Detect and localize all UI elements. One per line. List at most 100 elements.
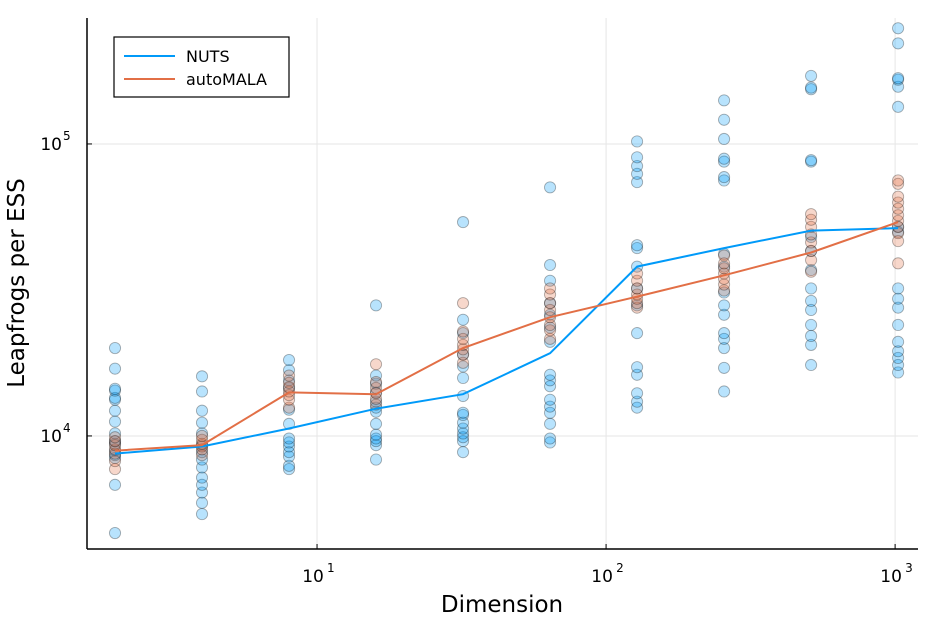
automala-point: [805, 254, 818, 267]
nuts-point: [544, 417, 557, 430]
automala-line: [114, 221, 899, 452]
automala-point: [805, 208, 818, 221]
axes: [86, 18, 918, 550]
nuts-point: [369, 395, 383, 408]
automala-point: [892, 190, 905, 203]
nuts-point: [805, 282, 818, 295]
nuts-point: [369, 439, 383, 452]
automala-point: [456, 325, 470, 338]
nuts-point: [544, 321, 557, 334]
nuts-point: [369, 417, 383, 430]
x-axis-label: Dimension: [441, 592, 563, 618]
nuts-point: [282, 353, 296, 367]
nuts-point: [108, 449, 122, 462]
automala-point: [282, 401, 296, 414]
automala-point: [544, 288, 557, 301]
automala-point: [282, 393, 296, 406]
nuts-point: [892, 282, 905, 295]
nuts-point: [892, 22, 905, 35]
nuts-point: [718, 174, 731, 187]
nuts-point: [369, 435, 383, 448]
nuts-point: [108, 415, 122, 428]
automala-point: [108, 431, 122, 444]
nuts-point: [282, 364, 296, 377]
nuts-point: [631, 239, 644, 252]
automala-point: [631, 301, 644, 314]
x-tick-exponent: 3: [905, 561, 913, 575]
nuts-point: [369, 369, 383, 382]
nuts-point: [718, 361, 731, 374]
automala-point: [892, 209, 905, 222]
nuts-point: [544, 406, 557, 419]
nuts-point: [718, 152, 731, 165]
nuts-point: [805, 303, 818, 317]
automala-point: [892, 202, 905, 215]
nuts-point: [631, 368, 644, 381]
nuts-point: [195, 478, 209, 491]
nuts-point: [892, 100, 905, 113]
nuts-point: [108, 341, 122, 355]
nuts-point: [282, 403, 296, 416]
nuts-point: [456, 216, 470, 229]
nuts-point: [544, 335, 557, 348]
automala-point: [544, 282, 557, 295]
nuts-point: [805, 358, 818, 372]
nuts-point: [108, 393, 122, 406]
automala-point: [456, 356, 470, 369]
nuts-point: [892, 358, 905, 372]
nuts-point: [631, 327, 644, 340]
automala-point: [369, 375, 383, 389]
nuts-point: [282, 450, 296, 463]
nuts-point: [805, 318, 818, 331]
nuts-point: [718, 113, 731, 126]
nuts-point: [108, 437, 122, 450]
nuts-point: [544, 297, 557, 310]
nuts-point: [892, 366, 905, 379]
nuts-point: [108, 384, 122, 397]
automala-point: [631, 274, 644, 287]
nuts-point: [718, 155, 731, 168]
nuts-point: [892, 72, 905, 85]
nuts-point: [544, 368, 557, 381]
nuts-point: [544, 274, 557, 287]
nuts-point: [456, 427, 470, 440]
nuts-point: [805, 69, 818, 82]
series-lines: [114, 221, 899, 455]
nuts-point: [282, 440, 296, 453]
nuts-point: [195, 385, 209, 398]
automala-point: [892, 177, 905, 190]
automala-point: [282, 369, 296, 382]
nuts-point: [805, 338, 818, 351]
nuts-point: [718, 94, 731, 107]
nuts-point: [805, 155, 818, 168]
nuts-point: [718, 132, 731, 146]
nuts-point: [456, 446, 470, 459]
nuts-point: [369, 299, 383, 312]
automala-point: [718, 284, 731, 297]
nuts-point: [718, 171, 731, 184]
nuts-point: [718, 299, 731, 312]
nuts-point: [805, 263, 818, 277]
automala-point: [108, 443, 122, 456]
nuts-point: [195, 486, 209, 499]
automala-point: [892, 196, 905, 209]
automala-point: [544, 318, 557, 331]
automala-point: [805, 265, 818, 278]
automala-point: [544, 332, 557, 345]
nuts-point: [456, 416, 470, 429]
nuts-point: [195, 461, 209, 474]
automala-point: [544, 303, 557, 317]
nuts-point: [631, 167, 644, 180]
nuts-point: [718, 260, 731, 273]
nuts-point: [892, 335, 905, 348]
automala-point: [456, 297, 470, 310]
nuts-point: [631, 387, 644, 400]
nuts-point: [805, 329, 818, 343]
nuts-point: [456, 435, 470, 448]
nuts-point: [369, 453, 383, 466]
automala-point: [108, 455, 122, 468]
x-tick-label: 10: [591, 567, 613, 587]
nuts-point: [718, 332, 731, 345]
